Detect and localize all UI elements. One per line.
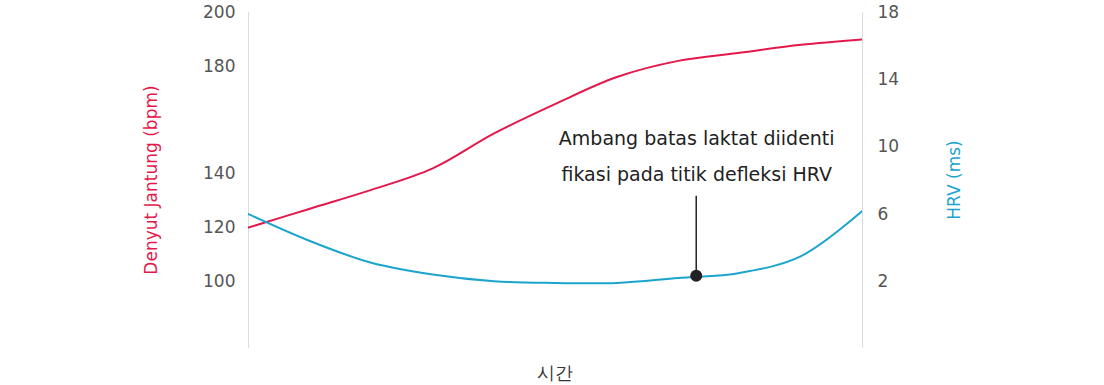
svg-text:100: 100 bbox=[203, 271, 235, 291]
svg-text:180: 180 bbox=[203, 56, 235, 76]
svg-text:HRV (ms): HRV (ms) bbox=[944, 140, 964, 219]
svg-text:14: 14 bbox=[878, 69, 900, 89]
svg-text:140: 140 bbox=[203, 163, 235, 183]
svg-text:200: 200 bbox=[203, 2, 235, 22]
svg-text:시간: 시간 bbox=[537, 362, 573, 383]
svg-text:6: 6 bbox=[878, 204, 889, 224]
svg-text:120: 120 bbox=[203, 217, 235, 237]
svg-text:2: 2 bbox=[878, 271, 889, 291]
svg-text:18: 18 bbox=[878, 2, 900, 22]
svg-text:Denyut Jantung (bpm): Denyut Jantung (bpm) bbox=[141, 85, 161, 274]
svg-text:10: 10 bbox=[878, 136, 900, 156]
svg-text:Ambang batas laktat diidentifi: Ambang batas laktat diidentifikasi pada … bbox=[559, 127, 835, 185]
